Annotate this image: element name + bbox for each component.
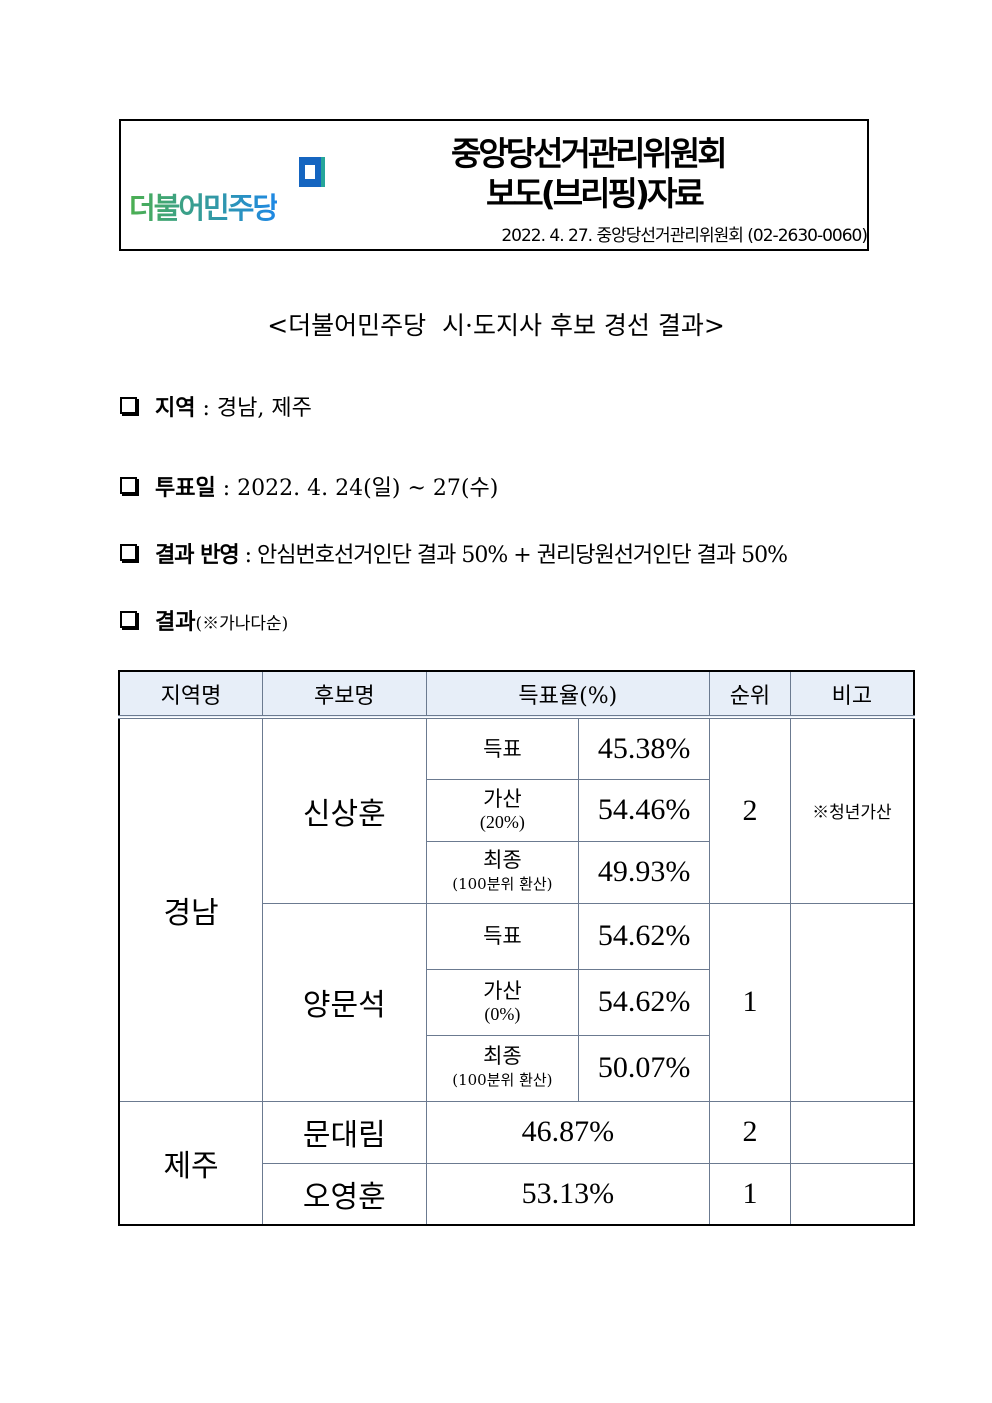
vote-pct: 46.87%: [425, 1100, 711, 1164]
rank-cell: 1: [709, 902, 791, 1102]
rank-cell: 2: [709, 716, 791, 904]
col-header: 지역명: [118, 670, 264, 719]
note-cell: [789, 1162, 915, 1226]
candidate-name: 문대림: [262, 1100, 427, 1164]
checkbox-icon: [120, 397, 137, 414]
region-cell: 제주: [118, 1100, 264, 1226]
item-region: 지역 : 경남, 제주: [120, 390, 312, 422]
vote-label: 최종 (100분위 환산): [425, 840, 580, 904]
rank-cell: 1: [709, 1162, 791, 1226]
doc-title: <더불어민주당 시·도지사 후보 경선 결과>: [267, 311, 725, 340]
candidate-name: 오영훈: [262, 1162, 427, 1226]
item-vote-date: 투표일 : 2022. 4. 24(일) ~ 27(수): [120, 470, 498, 502]
logo-text: 더불어민주당: [129, 185, 279, 227]
vote-pct: 54.62%: [578, 968, 711, 1036]
checkbox-icon: [120, 611, 137, 628]
note-cell: [789, 902, 915, 1102]
doc-type: 보도(브리핑)자료: [486, 174, 705, 213]
item-result: 결과(※가나다순): [120, 604, 288, 636]
region-cell: 경남: [118, 716, 264, 1102]
item-method: 결과 반영 : 안심번호선거인단 결과 50% + 권리당원선거인단 결과 50…: [120, 537, 788, 569]
table-row: 경남 신상훈 득표 45.38% 2 ※청년가산: [118, 716, 915, 1102]
table-row: 최종 (100분위 환산) 49.93%: [119, 840, 914, 904]
vote-label: 최종 (100분위 환산): [425, 1034, 580, 1102]
rank-cell: 2: [709, 1100, 791, 1164]
table-row: 최종 (100분위 환산) 50.07%: [119, 1034, 914, 1102]
vote-pct: 45.38%: [578, 716, 711, 780]
vote-label: 득표: [425, 902, 580, 970]
press-header: 더불어민주당 중앙당선거관리위원회 보도(브리핑)자료 2022. 4. 27.…: [119, 119, 869, 251]
col-header: 득표율(%): [425, 670, 711, 719]
org-name: 중앙당선거관리위원회: [451, 134, 728, 173]
checkbox-icon: [120, 544, 137, 561]
note-cell: [789, 1100, 915, 1164]
note-cell: ※청년가산: [789, 716, 915, 904]
flag-icon: [299, 157, 325, 187]
vote-pct: 54.46%: [578, 778, 711, 842]
results-table: 지역명 후보명 득표율(%) 순위 비고 경남 신상훈 득표 45.38% 2 ※청년가…: [118, 670, 915, 1226]
vote-pct: 54.62%: [578, 902, 711, 970]
vote-label: 가산 (20%): [425, 778, 580, 842]
col-header: 후보명: [262, 670, 427, 719]
vote-pct: 53.13%: [425, 1162, 711, 1226]
vote-pct: 49.93%: [578, 840, 711, 904]
col-header: 비고: [789, 670, 915, 719]
table-row: 가산 (0%) 54.62%: [119, 968, 914, 1036]
table-row: 오영훈 53.13% 1: [119, 1162, 915, 1226]
table-row: 가산 (20%) 54.46%: [119, 778, 914, 842]
header-row: 지역명 후보명 득표율(%) 순위 비고: [118, 670, 915, 719]
checkbox-icon: [120, 477, 137, 494]
col-header: 순위: [709, 670, 791, 719]
dateline: 2022. 4. 27. 중앙당선거관리위원회 (02-2630-0060): [501, 226, 868, 246]
candidate-name: 양문석: [262, 902, 427, 1102]
vote-label: 득표: [425, 716, 580, 780]
table-row: 양문석 득표 54.62% 1: [119, 902, 915, 1102]
party-logo: 더불어민주당: [129, 157, 325, 227]
table-row: 제주 문대림 46.87% 2: [118, 1100, 915, 1226]
candidate-name: 신상훈: [262, 716, 427, 904]
vote-pct: 50.07%: [578, 1034, 711, 1102]
vote-label: 가산 (0%): [425, 968, 580, 1036]
